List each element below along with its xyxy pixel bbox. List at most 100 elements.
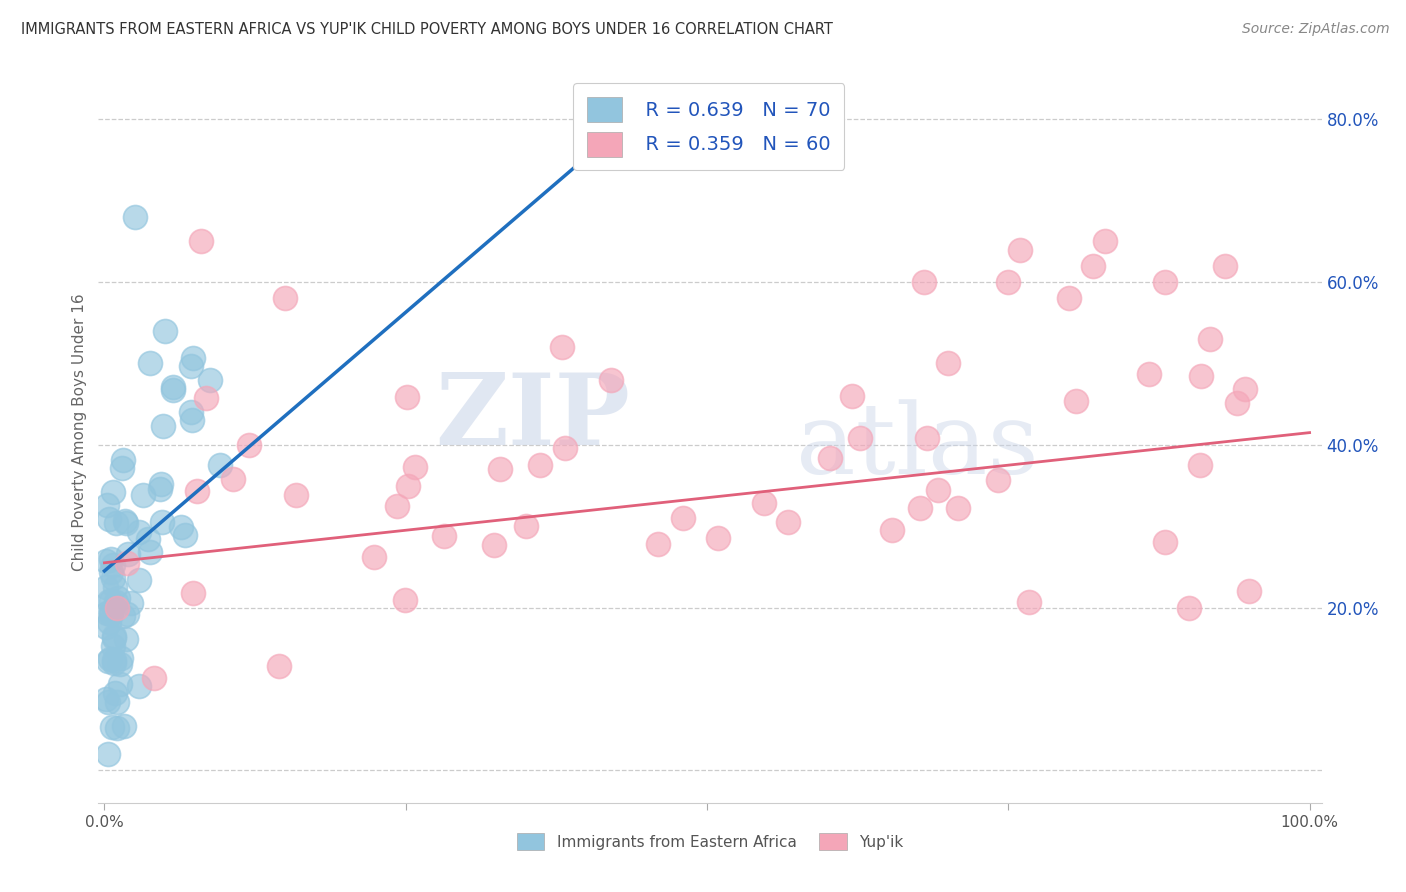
Point — [515, 519, 537, 533]
Point — [707, 531, 730, 545]
Point — [880, 523, 903, 537]
Point — [1081, 259, 1104, 273]
Point — [997, 275, 1019, 289]
Point — [150, 477, 173, 491]
Point — [98, 594, 121, 608]
Point — [96, 607, 118, 621]
Point — [647, 537, 669, 551]
Point — [274, 292, 297, 306]
Point — [128, 573, 150, 587]
Point — [100, 566, 122, 580]
Point — [553, 441, 575, 455]
Point — [1178, 600, 1201, 615]
Point — [1137, 367, 1160, 381]
Point — [101, 558, 124, 572]
Point — [132, 488, 155, 502]
Point — [222, 472, 245, 486]
Point — [927, 483, 949, 498]
Point — [152, 419, 174, 434]
Point — [394, 593, 416, 607]
Text: ZIP: ZIP — [436, 369, 630, 467]
Point — [94, 580, 117, 594]
Point — [841, 389, 863, 403]
Point — [181, 412, 204, 426]
Point — [103, 629, 125, 643]
Point — [849, 431, 872, 445]
Point — [112, 608, 135, 623]
Point — [101, 639, 124, 653]
Point — [110, 650, 132, 665]
Point — [946, 501, 969, 516]
Point — [114, 514, 136, 528]
Point — [936, 356, 959, 370]
Point — [104, 516, 127, 530]
Point — [103, 653, 125, 667]
Point — [1010, 243, 1032, 257]
Point — [110, 677, 132, 691]
Point — [100, 605, 122, 619]
Point — [103, 632, 125, 646]
Point — [103, 656, 125, 670]
Point — [482, 538, 505, 552]
Point — [101, 720, 124, 734]
Point — [209, 458, 232, 472]
Point — [108, 657, 131, 671]
Point — [100, 552, 122, 566]
Point — [150, 515, 173, 529]
Point — [103, 686, 125, 700]
Point — [115, 556, 138, 570]
Point — [117, 547, 139, 561]
Point — [238, 438, 260, 452]
Point — [98, 652, 121, 666]
Point — [105, 721, 128, 735]
Point — [111, 453, 134, 467]
Point — [1234, 383, 1257, 397]
Point — [105, 601, 128, 615]
Point — [1154, 535, 1177, 549]
Point — [180, 405, 202, 419]
Point — [104, 580, 127, 594]
Point — [190, 235, 212, 249]
Point — [987, 473, 1010, 487]
Point — [200, 373, 222, 387]
Point — [112, 719, 135, 733]
Point — [396, 478, 419, 492]
Point — [139, 356, 162, 370]
Point — [107, 591, 129, 606]
Point — [194, 391, 217, 405]
Point — [103, 485, 125, 500]
Point — [1066, 394, 1088, 409]
Point — [111, 461, 134, 475]
Point — [124, 210, 146, 224]
Y-axis label: Child Poverty Among Boys Under 16: Child Poverty Among Boys Under 16 — [72, 293, 87, 572]
Point — [672, 511, 695, 525]
Point — [100, 594, 122, 608]
Point — [97, 695, 120, 709]
Point — [114, 516, 136, 530]
Point — [912, 275, 935, 289]
Point — [128, 524, 150, 539]
Point — [1189, 458, 1212, 473]
Point — [97, 654, 120, 668]
Point — [1154, 275, 1177, 289]
Point — [115, 607, 138, 621]
Point — [186, 483, 208, 498]
Point — [269, 659, 291, 673]
Legend: Immigrants from Eastern Africa, Yup'ik: Immigrants from Eastern Africa, Yup'ik — [509, 825, 911, 858]
Point — [170, 520, 193, 534]
Point — [599, 373, 621, 387]
Point — [433, 529, 456, 543]
Point — [96, 499, 118, 513]
Point — [94, 620, 117, 634]
Point — [489, 462, 512, 476]
Point — [153, 324, 176, 338]
Point — [284, 488, 307, 502]
Point — [136, 532, 159, 546]
Point — [915, 431, 938, 445]
Point — [385, 499, 408, 513]
Text: IMMIGRANTS FROM EASTERN AFRICA VS YUP'IK CHILD POVERTY AMONG BOYS UNDER 16 CORRE: IMMIGRANTS FROM EASTERN AFRICA VS YUP'IK… — [21, 22, 832, 37]
Point — [115, 632, 138, 646]
Point — [363, 549, 385, 564]
Point — [183, 351, 205, 366]
Point — [395, 390, 418, 404]
